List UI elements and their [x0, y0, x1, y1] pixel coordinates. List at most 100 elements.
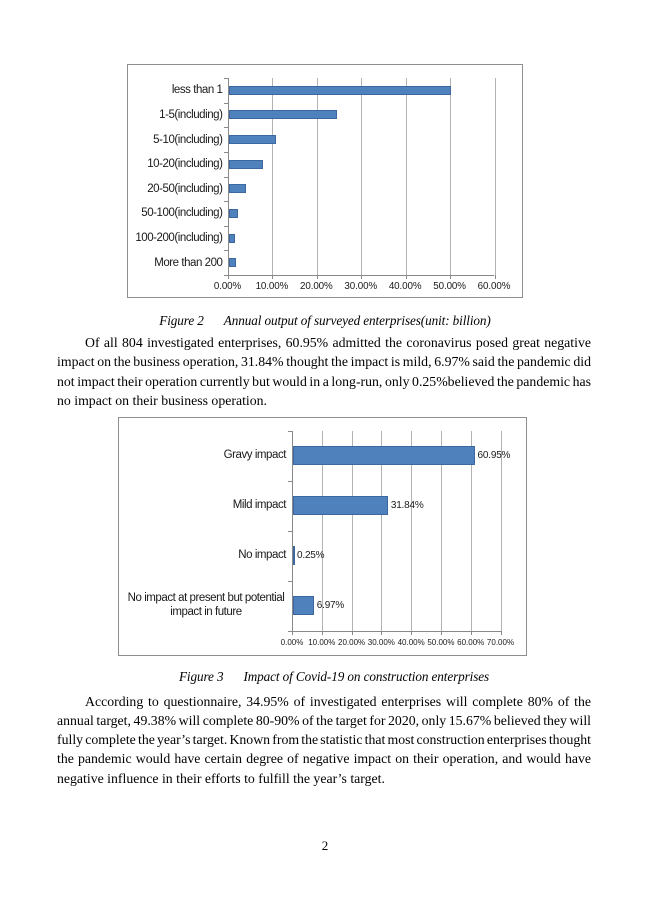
category-axis-tick [223, 201, 228, 202]
x-axis-label: 20.00% [337, 637, 366, 647]
bar-1-5-including- [228, 110, 337, 120]
page-number: 2 [321, 838, 329, 853]
bar-10-20-including- [228, 159, 263, 169]
x-axis-tick [271, 275, 273, 279]
bar-5-10-including- [228, 135, 277, 145]
x-axis-label: 40.00% [397, 637, 425, 647]
x-axis-label: 20.00% [300, 280, 333, 292]
gridline [471, 430, 472, 631]
category-label: 5-10(including) [130, 127, 223, 152]
figure3-caption: Figure 3 Impact of Covid-19 on constructi… [66, 667, 602, 686]
x-axis-tick [360, 275, 362, 279]
category-axis-tick [223, 152, 228, 153]
text-line: fully complete the year’s target. Known … [57, 732, 591, 748]
category-label-text: No impact [238, 548, 286, 561]
category-label: 100-200(including) [130, 226, 223, 251]
x-axis-label: 70.00% [486, 637, 515, 647]
bar-20-50-including- [228, 184, 246, 194]
x-axis-tick [471, 630, 472, 635]
x-axis-label: 10.00% [255, 280, 289, 292]
gridline [441, 430, 442, 631]
category-label: Gravy impact [126, 431, 287, 481]
category-label: 50-100(including) [130, 201, 223, 226]
x-axis-tick [405, 275, 407, 279]
bar-more-than-200 [228, 258, 236, 268]
category-label-text: 100-200(including) [135, 232, 223, 245]
bar-value-label: 60.95% [477, 449, 511, 461]
category-label-text: 50-100(including) [141, 207, 223, 220]
category-label-text: less than 1 [171, 84, 223, 97]
category-label: less than 1 [130, 78, 223, 103]
plot-area [292, 430, 502, 632]
category-axis-tick [223, 103, 228, 104]
text-line: annual target, 49.38% will complete 80-9… [57, 712, 591, 728]
category-axis-tick [288, 580, 292, 582]
category-label-text: Gravy impact [223, 448, 287, 461]
bar-gravy-impact [293, 445, 475, 466]
gridline [381, 430, 382, 631]
text-line: the pandemic would have certain degree o… [57, 751, 591, 767]
category-label-text: No impact at present but potential impac… [127, 592, 285, 618]
bar-less-than-1 [228, 85, 452, 95]
gridline [494, 78, 496, 275]
x-axis-label: 40.00% [388, 280, 422, 292]
bar-value-label: 0.25% [297, 549, 325, 561]
gridline [449, 78, 451, 275]
x-axis-tick [292, 630, 293, 635]
x-axis-label: 60.00% [477, 280, 511, 292]
x-axis-tick [227, 275, 229, 279]
category-axis [292, 430, 293, 631]
x-axis-label: 60.00% [457, 637, 485, 647]
category-label: More than 200 [130, 250, 223, 275]
category-axis-tick [288, 630, 292, 632]
category-label: Mild impact [126, 481, 287, 531]
paragraph-2: According to questionnaire, 34.95% of in… [57, 692, 591, 788]
category-axis-tick [223, 78, 228, 79]
category-label-text: 10-20(including) [147, 158, 223, 171]
bar-value-label: 31.84% [390, 499, 424, 511]
gridline [352, 430, 353, 631]
figure3-caption-text: Impact of Covid-19 on construction enter… [243, 668, 490, 684]
x-axis-label: 30.00% [344, 280, 378, 292]
category-label-text: More than 200 [154, 256, 223, 269]
category-axis-tick [223, 250, 228, 251]
text-line: negative influence in their efforts to f… [57, 770, 385, 786]
text-line: According to questionnaire, 34.95% of in… [85, 693, 591, 709]
text-line: no impact on their business operation. [57, 392, 267, 408]
category-axis-tick [223, 177, 228, 178]
bar-no-impact [293, 545, 295, 566]
category-axis-tick [223, 275, 228, 276]
plot-area [227, 78, 496, 276]
bar-mild-impact [293, 495, 388, 516]
x-axis-label: 10.00% [308, 637, 336, 647]
category-axis-tick [288, 430, 292, 432]
gridline [501, 430, 502, 631]
category-label: No impact [126, 531, 286, 581]
text-line: impact on the business operation, 31.84%… [57, 354, 591, 370]
category-label-text: 20-50(including) [147, 182, 223, 195]
figure2-caption-text: Annual output of surveyed enterprises(un… [223, 312, 491, 328]
category-label: No impact at present but potential impac… [126, 581, 286, 631]
x-axis-tick [449, 275, 451, 279]
gridline [271, 78, 273, 275]
figure2-caption-label: Figure 2 [159, 312, 204, 328]
bar-50-100-including- [228, 208, 239, 218]
x-axis-tick [322, 630, 323, 635]
x-axis-tick [441, 630, 442, 635]
x-axis-label: 0.00% [280, 637, 304, 647]
value-axis [292, 630, 501, 632]
x-axis-label: 50.00% [427, 637, 455, 647]
text-line: Of all 804 investigated enterprises, 60.… [85, 335, 591, 350]
bar-100-200-including- [228, 233, 235, 243]
x-axis-tick [316, 275, 318, 279]
category-label-text: 5-10(including) [153, 133, 223, 146]
category-label-text: 1-5(including) [159, 108, 223, 121]
category-axis-tick [288, 530, 292, 532]
gridline [322, 430, 323, 631]
gridline [411, 430, 412, 631]
category-label-text: Mild impact [232, 498, 287, 511]
gridline [360, 78, 362, 275]
category-label: 20-50(including) [130, 177, 223, 202]
x-axis-tick [381, 630, 382, 635]
